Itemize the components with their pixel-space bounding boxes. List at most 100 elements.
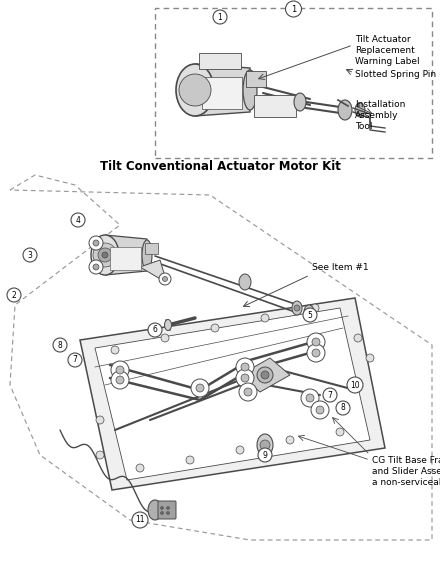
- Circle shape: [347, 377, 363, 393]
- Circle shape: [132, 512, 148, 528]
- Circle shape: [306, 309, 312, 315]
- Ellipse shape: [176, 64, 214, 116]
- FancyBboxPatch shape: [199, 53, 241, 69]
- Circle shape: [244, 388, 252, 396]
- FancyBboxPatch shape: [158, 501, 176, 519]
- Circle shape: [190, 85, 200, 95]
- Polygon shape: [95, 308, 370, 480]
- Circle shape: [53, 338, 67, 352]
- Circle shape: [71, 213, 85, 227]
- FancyBboxPatch shape: [246, 71, 266, 87]
- Text: Tilt Conventional Actuator Motor Kit: Tilt Conventional Actuator Motor Kit: [99, 160, 341, 173]
- Circle shape: [294, 305, 300, 311]
- Circle shape: [166, 512, 169, 514]
- Ellipse shape: [165, 320, 172, 330]
- FancyBboxPatch shape: [144, 242, 158, 254]
- Text: 1: 1: [218, 12, 222, 21]
- FancyBboxPatch shape: [110, 246, 140, 269]
- Circle shape: [312, 338, 320, 346]
- Ellipse shape: [355, 103, 365, 117]
- Circle shape: [161, 512, 164, 514]
- Circle shape: [161, 334, 169, 342]
- Circle shape: [311, 304, 319, 312]
- Circle shape: [239, 383, 257, 401]
- Text: Slotted Spring Pin: Slotted Spring Pin: [355, 70, 436, 79]
- Circle shape: [93, 264, 99, 270]
- Circle shape: [241, 363, 249, 371]
- Text: 1: 1: [291, 4, 296, 13]
- Circle shape: [261, 371, 269, 379]
- Circle shape: [236, 369, 254, 387]
- Circle shape: [196, 384, 204, 392]
- Circle shape: [161, 507, 164, 509]
- Polygon shape: [140, 260, 167, 283]
- Ellipse shape: [243, 70, 257, 110]
- Circle shape: [286, 436, 294, 444]
- Circle shape: [116, 366, 124, 374]
- Circle shape: [93, 240, 99, 246]
- Text: 8: 8: [58, 341, 62, 350]
- Circle shape: [306, 394, 314, 402]
- Circle shape: [336, 428, 344, 436]
- Circle shape: [186, 456, 194, 464]
- Ellipse shape: [338, 100, 352, 120]
- Circle shape: [166, 507, 169, 509]
- Circle shape: [93, 243, 117, 267]
- Text: 11: 11: [135, 516, 145, 525]
- FancyBboxPatch shape: [254, 95, 296, 117]
- Circle shape: [236, 446, 244, 454]
- Circle shape: [162, 277, 168, 282]
- Circle shape: [241, 374, 249, 382]
- FancyBboxPatch shape: [202, 77, 242, 109]
- Polygon shape: [80, 298, 385, 490]
- Circle shape: [89, 260, 103, 274]
- Ellipse shape: [142, 240, 152, 270]
- Circle shape: [193, 88, 197, 92]
- Ellipse shape: [304, 305, 314, 319]
- Circle shape: [257, 367, 273, 383]
- Circle shape: [236, 358, 254, 376]
- Circle shape: [366, 354, 374, 362]
- Circle shape: [96, 416, 104, 424]
- Circle shape: [98, 248, 112, 262]
- Polygon shape: [195, 64, 250, 116]
- Circle shape: [258, 448, 272, 462]
- Circle shape: [116, 376, 124, 384]
- Circle shape: [316, 406, 324, 414]
- Text: See Item #1: See Item #1: [312, 263, 369, 272]
- Ellipse shape: [239, 274, 251, 290]
- Circle shape: [307, 344, 325, 362]
- Circle shape: [211, 324, 219, 332]
- Circle shape: [111, 361, 129, 379]
- Circle shape: [23, 248, 37, 262]
- Circle shape: [102, 252, 108, 258]
- Circle shape: [336, 401, 350, 415]
- Text: 4: 4: [76, 215, 81, 224]
- Ellipse shape: [91, 235, 119, 275]
- Ellipse shape: [294, 93, 306, 111]
- Circle shape: [179, 74, 211, 106]
- Circle shape: [323, 388, 337, 402]
- Circle shape: [213, 10, 227, 24]
- Text: Tilt Actuator
Replacement
Warning Label: Tilt Actuator Replacement Warning Label: [355, 35, 420, 66]
- Circle shape: [307, 333, 325, 351]
- Circle shape: [303, 308, 317, 322]
- Ellipse shape: [292, 301, 302, 315]
- Circle shape: [311, 401, 329, 419]
- Circle shape: [111, 371, 129, 389]
- Circle shape: [159, 273, 171, 285]
- Text: 3: 3: [28, 251, 33, 260]
- Circle shape: [136, 464, 144, 472]
- Circle shape: [354, 334, 362, 342]
- Text: 7: 7: [327, 390, 333, 399]
- FancyBboxPatch shape: [155, 8, 432, 158]
- Circle shape: [312, 349, 320, 357]
- Circle shape: [185, 80, 205, 100]
- Circle shape: [96, 451, 104, 459]
- Text: 8: 8: [341, 403, 345, 412]
- Circle shape: [301, 389, 319, 407]
- Circle shape: [191, 379, 209, 397]
- Polygon shape: [240, 358, 290, 392]
- Circle shape: [68, 353, 82, 367]
- Text: 5: 5: [308, 310, 312, 320]
